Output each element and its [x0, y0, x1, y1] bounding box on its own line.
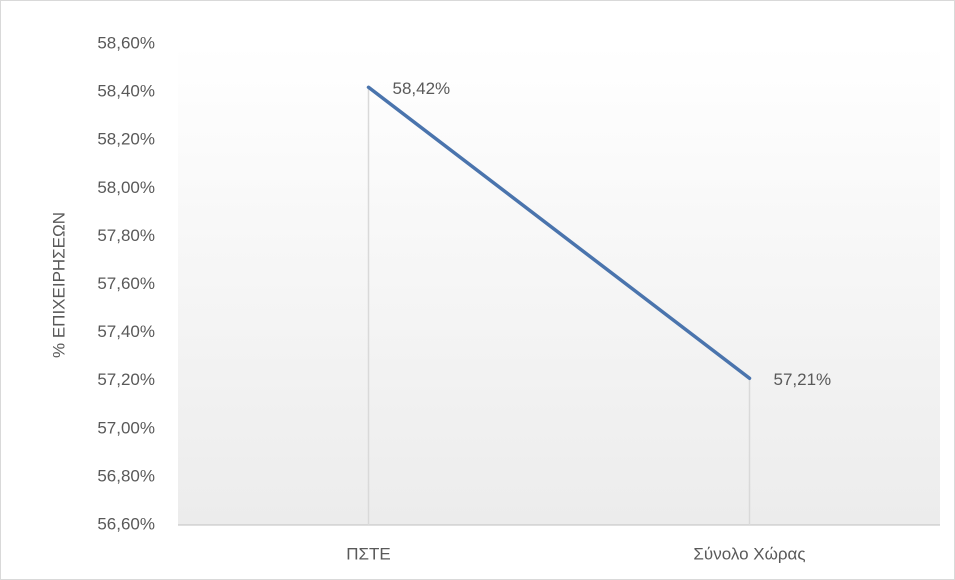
plot-area: [178, 44, 940, 525]
y-axis-title: % ΕΠΙΧΕΙΡΗΣΕΩΝ: [49, 212, 68, 358]
y-tick-label: 57,20%: [97, 370, 155, 389]
y-tick-label: 56,60%: [97, 514, 155, 533]
data-label: 57,21%: [774, 370, 832, 389]
y-tick-label: 58,20%: [97, 130, 155, 149]
y-tick-label: 57,60%: [97, 274, 155, 293]
x-tick-label: Σύνολο Χώρας: [693, 544, 805, 563]
y-tick-label: 57,40%: [97, 322, 155, 341]
y-tick-label: 57,00%: [97, 418, 155, 437]
x-tick-label: ΠΣΤΕ: [346, 544, 391, 563]
y-tick-label: 57,80%: [97, 226, 155, 245]
y-tick-label: 58,00%: [97, 178, 155, 197]
series-line: [366, 85, 752, 381]
y-tick-label: 58,60%: [97, 33, 155, 52]
y-tick-label: 56,80%: [97, 466, 155, 485]
data-label: 58,42%: [393, 79, 451, 98]
y-tick-label: 58,40%: [97, 82, 155, 101]
